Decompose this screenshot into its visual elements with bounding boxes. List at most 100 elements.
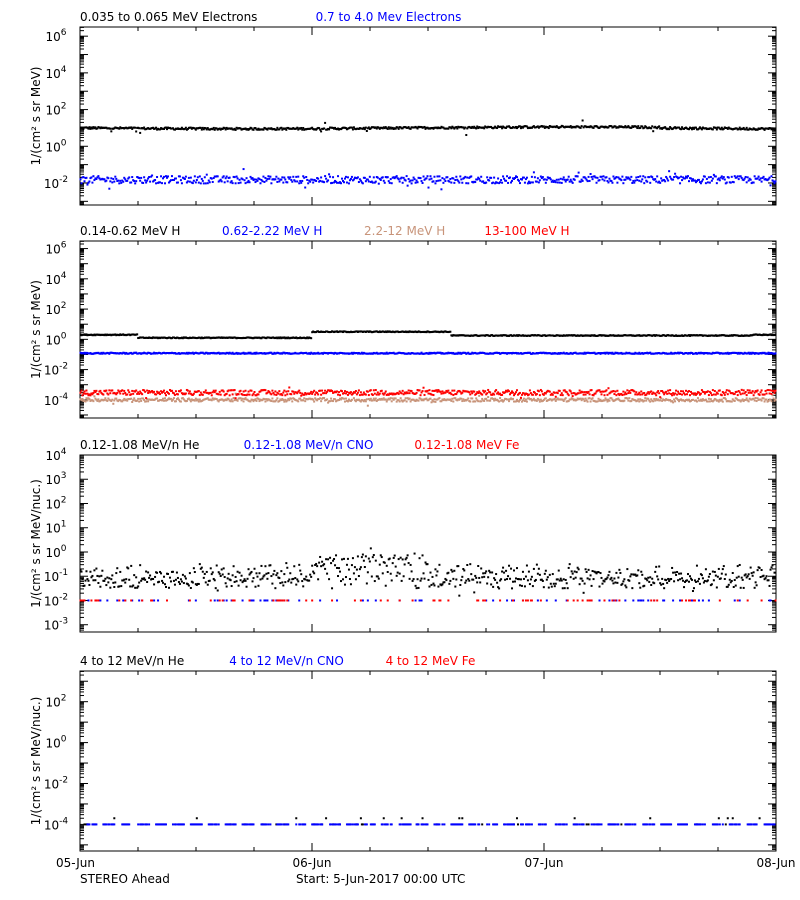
y-tick-label: 103 (45, 471, 66, 487)
data-point (774, 398, 777, 401)
data-point (281, 176, 284, 179)
data-point (194, 128, 197, 131)
data-point (183, 575, 186, 578)
data-point (704, 398, 707, 401)
data-point (755, 390, 758, 393)
data-point (745, 181, 748, 184)
data-point (742, 126, 745, 129)
data-point (655, 394, 658, 397)
data-point (179, 389, 182, 392)
data-point (227, 572, 230, 575)
data-point (248, 393, 251, 396)
data-point (570, 180, 573, 183)
data-point (417, 399, 420, 402)
data-point (471, 392, 474, 395)
data-point (378, 127, 381, 130)
data-point (231, 351, 234, 354)
data-point (689, 177, 692, 180)
data-point (669, 389, 672, 392)
data-point (648, 176, 651, 179)
data-point (394, 127, 397, 130)
data-point (720, 394, 723, 397)
data-point (618, 398, 621, 401)
data-point (649, 351, 652, 354)
data-point (221, 176, 224, 179)
data-point (255, 178, 258, 181)
data-point (564, 397, 567, 400)
data-point (92, 126, 95, 129)
data-point (726, 127, 729, 130)
data-point (337, 175, 340, 178)
data-point (551, 393, 554, 396)
data-point (648, 399, 651, 402)
data-point (474, 181, 477, 184)
data-point (696, 397, 699, 400)
y-tick-label: 10-2 (44, 592, 68, 608)
data-point (240, 399, 243, 402)
data-point (241, 178, 244, 181)
data-point (407, 126, 410, 129)
data-point (211, 397, 214, 400)
data-point (248, 127, 251, 130)
data-point (688, 394, 691, 397)
data-point (144, 578, 147, 581)
data-point (482, 180, 485, 183)
data-point (258, 178, 261, 181)
data-point (523, 400, 526, 403)
data-point (90, 176, 93, 179)
data-point (117, 400, 120, 403)
data-point (612, 175, 615, 178)
data-point (396, 391, 399, 394)
data-point (450, 181, 453, 184)
data-point (166, 572, 169, 575)
data-point (422, 399, 425, 402)
data-point (503, 177, 506, 180)
data-point (630, 126, 633, 129)
data-point (362, 400, 365, 403)
data-point (485, 397, 488, 400)
data-point (158, 580, 161, 583)
data-point (423, 393, 426, 396)
data-point (189, 586, 192, 589)
data-point (635, 176, 638, 179)
data-point (638, 391, 641, 394)
data-point (413, 178, 416, 181)
data-point (350, 126, 353, 129)
y-tick-label: 101 (45, 520, 66, 536)
data-point (247, 390, 250, 393)
data-point (364, 126, 367, 129)
data-point (712, 173, 715, 176)
data-point (149, 180, 152, 183)
data-point (433, 175, 436, 178)
data-point (497, 177, 500, 180)
data-point (319, 397, 322, 400)
data-point (557, 178, 560, 181)
data-point (494, 390, 497, 393)
data-point (514, 391, 517, 394)
data-point (703, 392, 706, 395)
data-point (312, 181, 315, 184)
data-point (259, 182, 262, 185)
data-point (422, 386, 425, 389)
data-point (668, 128, 671, 131)
data-point (355, 393, 358, 396)
data-point (741, 398, 744, 401)
data-point (112, 581, 115, 584)
data-point (300, 394, 303, 397)
data-point (690, 179, 693, 182)
data-point (531, 398, 534, 401)
data-point (121, 179, 124, 182)
data-point (484, 390, 487, 393)
data-point (551, 179, 554, 182)
data-point (193, 127, 196, 130)
data-point (627, 399, 630, 402)
data-point (453, 127, 456, 130)
y-tick-label: 100 (45, 331, 66, 347)
data-point (685, 175, 688, 178)
data-point (729, 181, 732, 184)
data-point (700, 389, 703, 392)
data-point (135, 576, 138, 579)
data-point (639, 393, 642, 396)
data-point (282, 398, 285, 401)
data-point (171, 570, 174, 573)
